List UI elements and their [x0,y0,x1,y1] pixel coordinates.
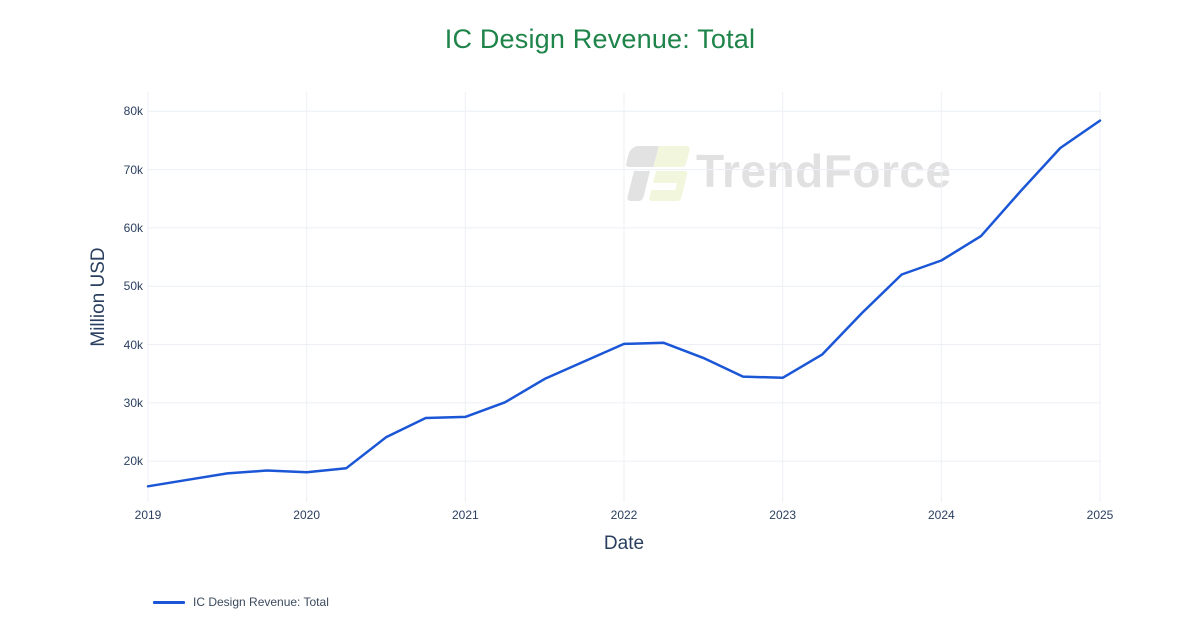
plot-area[interactable] [146,92,1102,502]
x-tick-label: 2020 [293,508,320,522]
x-tick-label: 2023 [769,508,796,522]
revenue-line [146,119,1102,488]
y-tick-label: 20k [123,454,143,469]
y-axis-title: Million USD [88,247,109,347]
legend[interactable]: IC Design Revenue: Total [153,595,329,609]
x-tick-label: 2021 [451,508,479,522]
chart-title: IC Design Revenue: Total [444,24,756,54]
y-tick-label: 40k [123,337,143,352]
trendforce-logo-text: TrendForce [696,145,952,197]
x-axis-title: Date [603,533,645,554]
y-tick-label: 70k [123,162,143,177]
x-tick-label: 2022 [610,508,638,522]
trendforce-watermark: TrendForce [625,141,952,201]
y-tick-label: 60k [123,220,143,235]
y-tick-label: 30k [123,395,143,410]
legend-label: IC Design Revenue: Total [193,595,329,609]
x-tick-label: 2024 [927,508,955,522]
legend-line-swatch [153,600,185,604]
x-tick-label: 2025 [1086,508,1114,522]
y-tick-label: 80k [123,104,143,119]
x-tick-label: 2019 [134,508,162,522]
y-tick-label: 50k [123,279,143,294]
